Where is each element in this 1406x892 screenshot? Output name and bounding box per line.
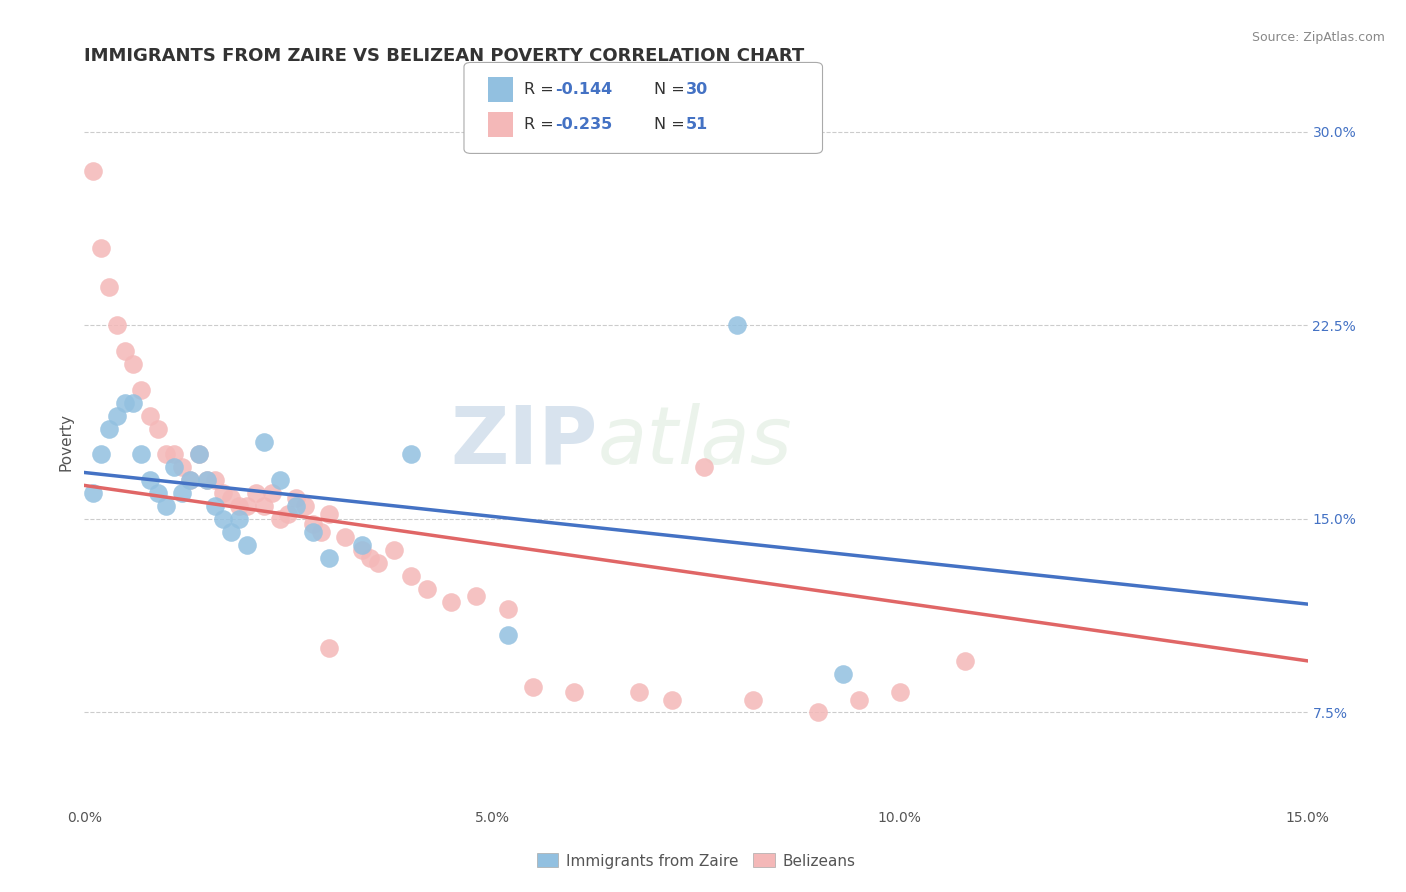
Point: [318, 640, 340, 655]
Point: [236, 499, 259, 513]
Point: [212, 486, 235, 500]
Point: [90, 241, 112, 255]
Point: [172, 486, 194, 500]
Point: [204, 473, 226, 487]
Point: [367, 556, 389, 570]
Text: -0.144: -0.144: [555, 82, 613, 96]
Point: [318, 550, 340, 565]
Point: [195, 473, 218, 487]
Text: ZIP: ZIP: [451, 402, 598, 481]
Text: N =: N =: [654, 118, 690, 132]
Text: Source: ZipAtlas.com: Source: ZipAtlas.com: [1251, 31, 1385, 45]
Point: [399, 447, 422, 461]
Point: [359, 550, 381, 565]
Point: [285, 491, 308, 506]
Point: [236, 538, 259, 552]
Point: [301, 524, 323, 539]
Point: [122, 396, 145, 410]
Point: [204, 499, 226, 513]
Point: [382, 542, 405, 557]
Point: [131, 383, 153, 397]
Point: [146, 422, 169, 436]
Point: [350, 542, 373, 557]
Point: [138, 473, 160, 487]
Point: [163, 447, 186, 461]
Point: [146, 486, 169, 500]
Point: [179, 473, 201, 487]
Point: [889, 685, 911, 699]
Point: [301, 517, 323, 532]
Point: [350, 538, 373, 552]
Point: [172, 460, 194, 475]
Point: [269, 473, 291, 487]
Point: [138, 409, 160, 423]
Point: [831, 666, 853, 681]
Point: [285, 499, 308, 513]
Point: [318, 507, 340, 521]
Point: [155, 499, 177, 513]
Point: [219, 491, 242, 506]
Point: [260, 486, 283, 500]
Point: [97, 422, 120, 436]
Legend: Immigrants from Zaire, Belizeans: Immigrants from Zaire, Belizeans: [530, 847, 862, 875]
Point: [82, 163, 104, 178]
Point: [228, 512, 250, 526]
Point: [179, 473, 201, 487]
Point: [522, 680, 544, 694]
Text: -0.235: -0.235: [555, 118, 613, 132]
Point: [294, 499, 316, 513]
Point: [82, 486, 104, 500]
Point: [269, 512, 291, 526]
Point: [464, 590, 486, 604]
Point: [105, 318, 128, 333]
Point: [725, 318, 748, 333]
Point: [277, 507, 299, 521]
Point: [187, 447, 209, 461]
Text: 30: 30: [686, 82, 709, 96]
Point: [219, 524, 242, 539]
Point: [122, 357, 145, 371]
Point: [335, 530, 357, 544]
Point: [562, 685, 585, 699]
Point: [253, 499, 276, 513]
Point: [187, 447, 209, 461]
Point: [627, 685, 650, 699]
Point: [90, 447, 112, 461]
Point: [105, 409, 128, 423]
Point: [661, 692, 683, 706]
Point: [97, 279, 120, 293]
Point: [693, 460, 716, 475]
Point: [953, 654, 976, 668]
Point: [253, 434, 276, 449]
Y-axis label: Poverty: Poverty: [58, 412, 73, 471]
Point: [416, 582, 439, 596]
Point: [131, 447, 153, 461]
Point: [228, 499, 250, 513]
Point: [742, 692, 765, 706]
Point: [440, 594, 463, 608]
Text: IMMIGRANTS FROM ZAIRE VS BELIZEAN POVERTY CORRELATION CHART: IMMIGRANTS FROM ZAIRE VS BELIZEAN POVERT…: [84, 47, 804, 65]
Text: atlas: atlas: [598, 402, 793, 481]
Point: [498, 628, 520, 642]
Text: R =: R =: [524, 118, 560, 132]
Point: [114, 396, 136, 410]
Point: [309, 524, 332, 539]
Point: [163, 460, 186, 475]
Point: [848, 692, 870, 706]
Text: 51: 51: [686, 118, 709, 132]
Text: R =: R =: [524, 82, 560, 96]
Point: [195, 473, 218, 487]
Point: [114, 344, 136, 359]
Point: [498, 602, 520, 616]
Point: [807, 706, 830, 720]
Point: [155, 447, 177, 461]
Point: [212, 512, 235, 526]
Point: [245, 486, 267, 500]
Point: [399, 568, 422, 582]
Text: N =: N =: [654, 82, 690, 96]
